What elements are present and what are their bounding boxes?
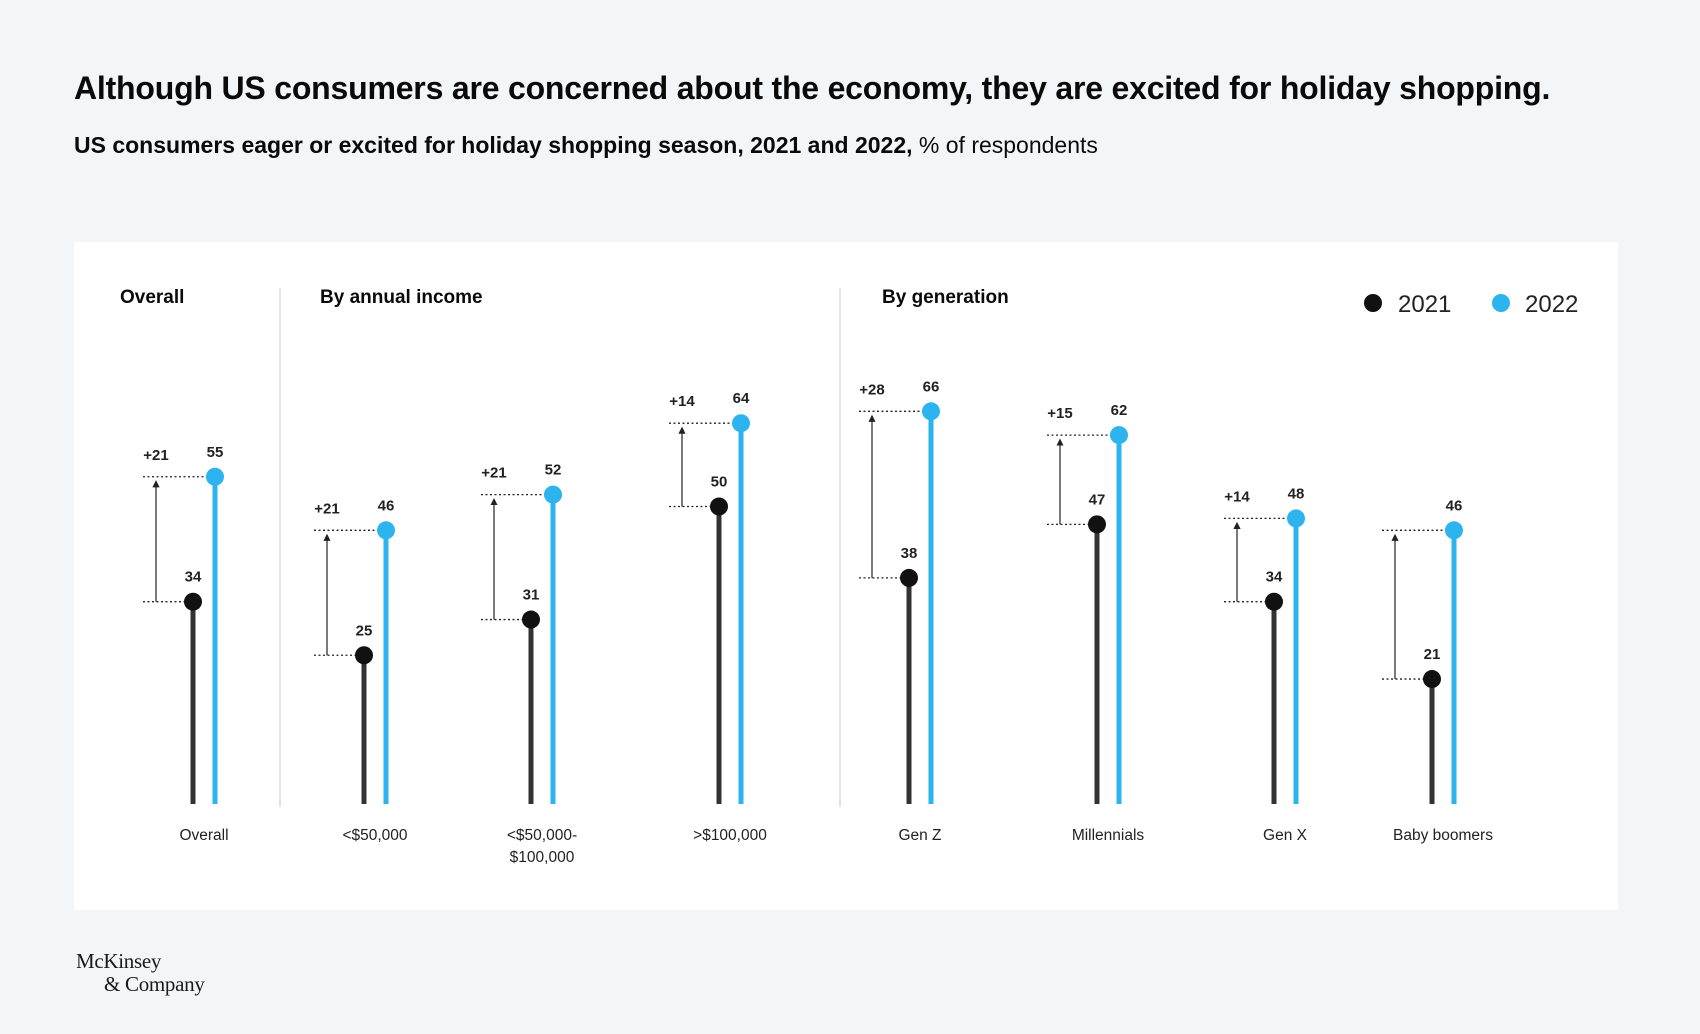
dumbbell-chart: Overall 34 55 +21 Overall By annual income 25 4… [120,287,1578,866]
logo-line-1: McKinsey [76,949,162,973]
change-label: +21 [481,465,506,482]
dot-2022 [1445,521,1463,540]
change-label: +14 [669,393,695,410]
dot-2022 [732,414,750,433]
subtitle-main: US consumers eager or excited for holida… [74,132,913,158]
dot-2022 [1110,426,1128,445]
value-label-2021: 38 [901,545,918,562]
dot-2021 [900,568,918,587]
change-label: +21 [143,447,168,464]
value-label-2022: 64 [733,390,750,407]
dot-2021 [522,610,540,629]
value-label-2021: 31 [523,587,540,604]
category-label: <$50,000 [342,827,407,844]
dot-2021 [1088,515,1106,534]
dot-2021 [184,592,202,611]
category-label: >$100,000 [693,827,767,844]
change-label: +28 [859,381,884,398]
category-label: Millennials [1072,827,1145,844]
value-label-2021: 50 [711,474,728,491]
legend-label-2022: 2022 [1525,291,1578,318]
legend-dot-2022 [1492,294,1510,312]
value-label-2021: 34 [185,569,202,586]
value-label-2022: 48 [1288,485,1305,502]
category-label: <$50,000- [507,827,577,844]
category-label: Gen X [1263,827,1308,844]
dot-2021 [1265,592,1283,611]
dot-2021 [355,646,373,665]
mckinsey-logo: McKinsey & Company [76,950,205,996]
dot-2022 [1287,509,1305,528]
change-label: +21 [314,500,339,517]
category-label: Overall [179,827,228,844]
change-label: +14 [1224,488,1250,505]
dot-2022 [206,467,224,486]
legend-label-2021: 2021 [1398,291,1451,318]
section-title: By annual income [320,287,483,308]
dot-2021 [1423,670,1441,689]
section-title: By generation [882,287,1009,308]
legend-dot-2021 [1364,294,1382,312]
change-label: +15 [1047,405,1072,422]
value-label-2021: 47 [1089,491,1106,508]
category-label: Baby boomers [1393,827,1493,844]
value-label-2022: 46 [1446,497,1463,514]
logo-line-2: & Company [104,972,205,996]
dot-2021 [710,497,728,516]
chart-panel: Overall 34 55 +21 Overall By annual income 25 4… [74,242,1618,910]
dot-2022 [377,521,395,540]
section-title: Overall [120,287,184,308]
value-label-2022: 52 [545,462,562,479]
value-label-2022: 55 [207,444,224,461]
value-label-2022: 46 [378,497,395,514]
dot-2022 [544,485,562,504]
value-label-2022: 62 [1111,402,1128,419]
value-label-2021: 25 [356,622,373,639]
subtitle-unit: % of respondents [918,132,1098,158]
value-label-2021: 21 [1424,646,1441,663]
category-label-line-2: $100,000 [510,849,575,866]
value-label-2021: 34 [1266,569,1283,586]
value-label-2022: 66 [923,378,940,395]
category-label: Gen Z [898,827,941,844]
subtitle: US consumers eager or excited for holida… [74,132,1098,159]
headline: Although US consumers are concerned abou… [74,70,1551,106]
dot-2022 [922,402,940,421]
